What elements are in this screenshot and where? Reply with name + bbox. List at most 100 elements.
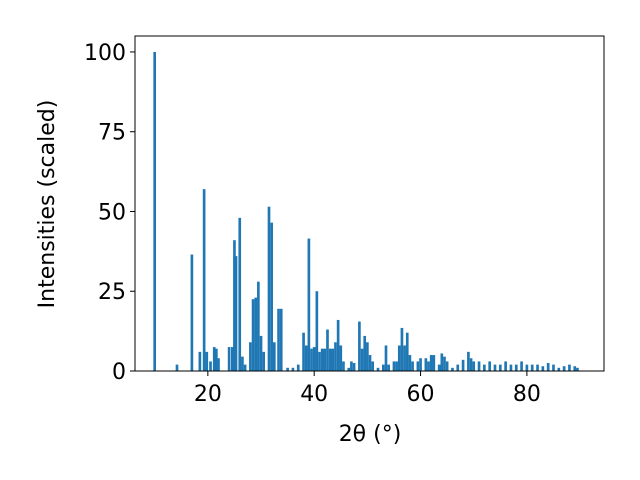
bar [334, 342, 337, 371]
bar [376, 367, 380, 371]
bar [384, 345, 388, 371]
bar [546, 363, 550, 371]
bar [326, 329, 329, 371]
bar [432, 355, 436, 371]
bar [251, 299, 255, 371]
bar [315, 291, 319, 371]
x-tick-label: 60 [407, 382, 435, 407]
bar [440, 353, 444, 371]
bar [358, 321, 361, 371]
bar [429, 355, 433, 371]
bar [277, 308, 280, 371]
bar [437, 364, 441, 371]
bar [405, 332, 409, 371]
bar [498, 364, 502, 371]
bar [320, 348, 324, 371]
bar [286, 367, 289, 371]
bar [411, 361, 414, 371]
bar [243, 364, 247, 371]
y-axis-label: Intensities (scaled) [35, 100, 60, 309]
bar [488, 361, 492, 371]
bar [360, 348, 364, 371]
bar [427, 361, 430, 371]
bar [270, 222, 273, 371]
bar [257, 281, 260, 371]
bar [215, 348, 218, 371]
bar [342, 361, 345, 371]
y-tick-label: 100 [84, 41, 126, 66]
bar [416, 361, 420, 371]
bar [350, 361, 353, 371]
bar [408, 355, 412, 371]
bar [525, 364, 529, 371]
bar [363, 335, 367, 371]
bar [562, 366, 566, 371]
bar [387, 364, 390, 371]
bar [573, 366, 577, 371]
bar [456, 364, 460, 371]
bar [541, 366, 545, 371]
bar [472, 361, 476, 371]
y-tick-label: 75 [98, 121, 126, 146]
bar [307, 238, 311, 371]
bar [153, 51, 157, 371]
bar [205, 351, 209, 371]
bar [576, 367, 579, 371]
bar [217, 358, 220, 371]
x-tick-label: 40 [300, 382, 328, 407]
bar [312, 347, 316, 371]
bar [424, 358, 428, 371]
bar [366, 342, 369, 371]
bar [234, 256, 238, 371]
bar [461, 359, 465, 371]
bar [509, 364, 513, 371]
bar [371, 361, 375, 371]
bar [262, 351, 266, 371]
bar [212, 347, 216, 371]
bar [400, 327, 404, 371]
bar [291, 367, 295, 371]
bar [339, 345, 343, 371]
bar [536, 364, 539, 371]
bar [331, 348, 335, 371]
bar [467, 351, 470, 371]
bar [272, 342, 276, 371]
bar [514, 364, 518, 371]
x-tick-label: 80 [513, 382, 541, 407]
bar [352, 363, 356, 371]
bar [443, 356, 446, 371]
bar [254, 297, 258, 371]
x-tick-label: 20 [194, 382, 222, 407]
bar [190, 254, 194, 371]
bar [395, 361, 398, 371]
bar [259, 335, 263, 371]
bar [279, 308, 283, 371]
bar [381, 364, 385, 371]
bar [520, 361, 523, 371]
bar [347, 367, 351, 371]
bar [249, 342, 252, 371]
bar [397, 345, 401, 371]
bar [392, 361, 396, 371]
bar [483, 364, 486, 371]
y-tick-label: 25 [98, 280, 126, 305]
bar [552, 364, 555, 371]
bar [296, 364, 300, 371]
bar [368, 355, 372, 371]
bar [318, 351, 321, 371]
bar [175, 364, 179, 371]
bar [238, 217, 242, 371]
bar [310, 348, 313, 371]
bar [469, 358, 473, 371]
x-axis-label: 2θ (°) [339, 422, 402, 447]
bar [445, 361, 449, 371]
bar [267, 206, 271, 371]
bar [403, 345, 406, 371]
bar [568, 364, 571, 371]
bar [557, 367, 561, 371]
bar [241, 356, 244, 371]
bar [227, 347, 231, 371]
bar [323, 348, 327, 371]
bar [336, 319, 340, 371]
